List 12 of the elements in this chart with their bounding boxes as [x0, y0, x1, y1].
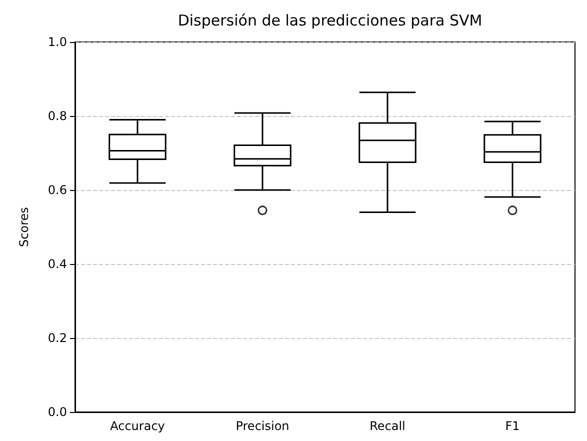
y-tick-label: 1.0	[48, 35, 67, 49]
y-tick-label: 0.2	[48, 331, 67, 345]
x-tick-label: Accuracy	[110, 419, 165, 433]
y-tick-label: 0.0	[48, 405, 67, 419]
chart-title: Dispersión de las predicciones para SVM	[178, 12, 482, 30]
y-tick-label: 0.4	[48, 257, 67, 271]
x-tick-label: Recall	[370, 419, 406, 433]
y-tick-label: 0.6	[48, 183, 67, 197]
x-tick-label: F1	[505, 419, 520, 433]
x-tick-label: Precision	[236, 419, 290, 433]
y-axis-title: Scores	[17, 207, 31, 247]
y-tick-label: 0.8	[48, 109, 67, 123]
